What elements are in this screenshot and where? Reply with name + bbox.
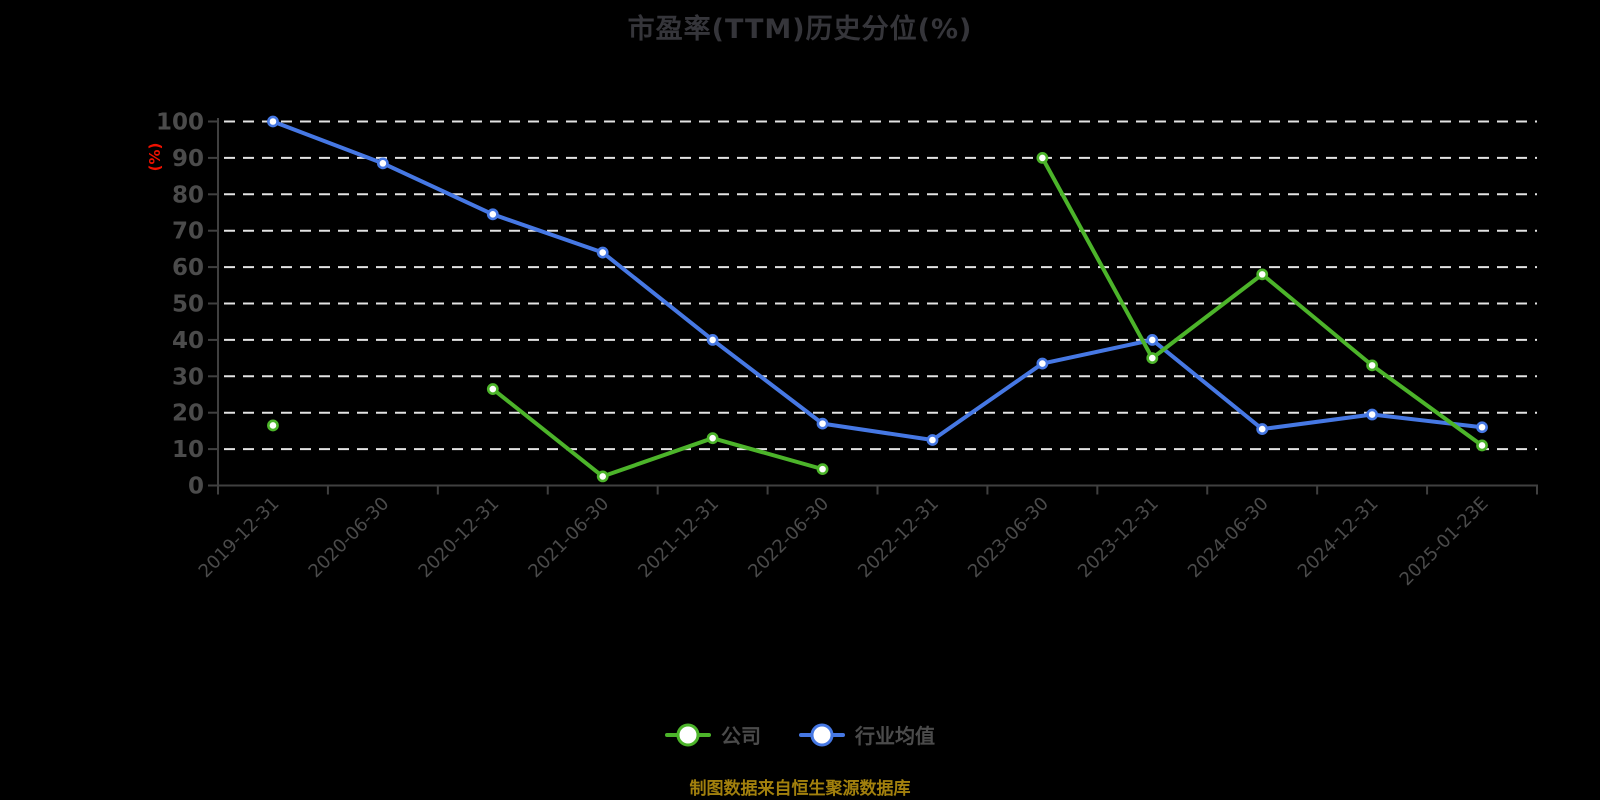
data-point-marker (816, 417, 829, 430)
y-tick-label: 40 (172, 328, 204, 354)
y-tick-label: 80 (172, 182, 204, 208)
data-point-marker (267, 419, 279, 432)
y-tick-label: 30 (172, 364, 204, 390)
data-point-marker (267, 115, 279, 128)
x-tick-label: 2019-12-31 (195, 493, 284, 582)
x-tick-label: 2024-12-31 (1294, 493, 1383, 582)
y-tick-label: 100 (156, 110, 204, 136)
source-note: 制图数据来自恒生聚源数据库 (689, 779, 911, 799)
legend-label-industry-average: 行业均值 (855, 724, 935, 748)
x-tick-label: 2020-06-30 (305, 493, 394, 582)
data-point-marker (706, 432, 719, 445)
data-point-marker (1366, 359, 1379, 372)
data-point-marker (1476, 421, 1488, 434)
data-point-marker (1036, 151, 1049, 164)
legend-item-industry-average[interactable]: 行业均值 (799, 720, 935, 749)
y-tick-label: 10 (172, 437, 204, 463)
data-point-marker (1146, 333, 1159, 346)
x-tick-label: 2025-01-23E (1396, 493, 1493, 590)
series-line-1 (270, 119, 1485, 442)
x-tick-label: 2023-06-30 (964, 493, 1053, 582)
data-point-marker (486, 383, 499, 395)
x-tick-label: 2022-06-30 (744, 493, 833, 582)
series-line-0 (490, 387, 825, 479)
data-point-marker (1366, 408, 1379, 421)
data-point-marker (596, 246, 609, 259)
y-tick-label: 0 (188, 474, 204, 500)
y-tick-label: 90 (172, 146, 204, 172)
series-line-0 (1040, 155, 1485, 448)
x-tick-label: 2021-06-30 (524, 493, 613, 582)
data-point-marker (1256, 268, 1269, 281)
legend-item-company[interactable]: 公司 (665, 720, 761, 749)
x-tick-label: 2022-12-31 (854, 493, 943, 582)
data-point-marker (816, 463, 829, 476)
data-point-marker (1476, 439, 1488, 452)
y-tick-label: 50 (172, 292, 204, 318)
chart-legend: 公司 行业均值 (0, 720, 1600, 749)
data-point-marker (1036, 357, 1049, 370)
x-tick-label: 2021-12-31 (634, 493, 723, 582)
x-tick-label: 2024-06-30 (1184, 493, 1273, 582)
data-point-marker (596, 470, 609, 483)
industry-series-marker-icon (799, 723, 845, 747)
x-tick-label: 2020-12-31 (415, 493, 504, 582)
legend-label-company: 公司 (721, 724, 761, 748)
y-tick-label: 70 (172, 219, 204, 245)
data-point-marker (1146, 352, 1159, 364)
company-series-marker-icon (665, 723, 711, 747)
data-point-marker (926, 434, 939, 446)
chart-title: 市盈率(TTM)历史分位(%) (627, 14, 973, 45)
x-tick-label: 2023-12-31 (1074, 493, 1163, 582)
data-point-marker (1256, 423, 1269, 435)
data-point-marker (706, 333, 719, 346)
y-tick-label: 60 (172, 255, 204, 281)
y-tick-label: 20 (172, 401, 204, 427)
data-point-marker (486, 208, 499, 221)
data-point-marker (376, 157, 389, 170)
